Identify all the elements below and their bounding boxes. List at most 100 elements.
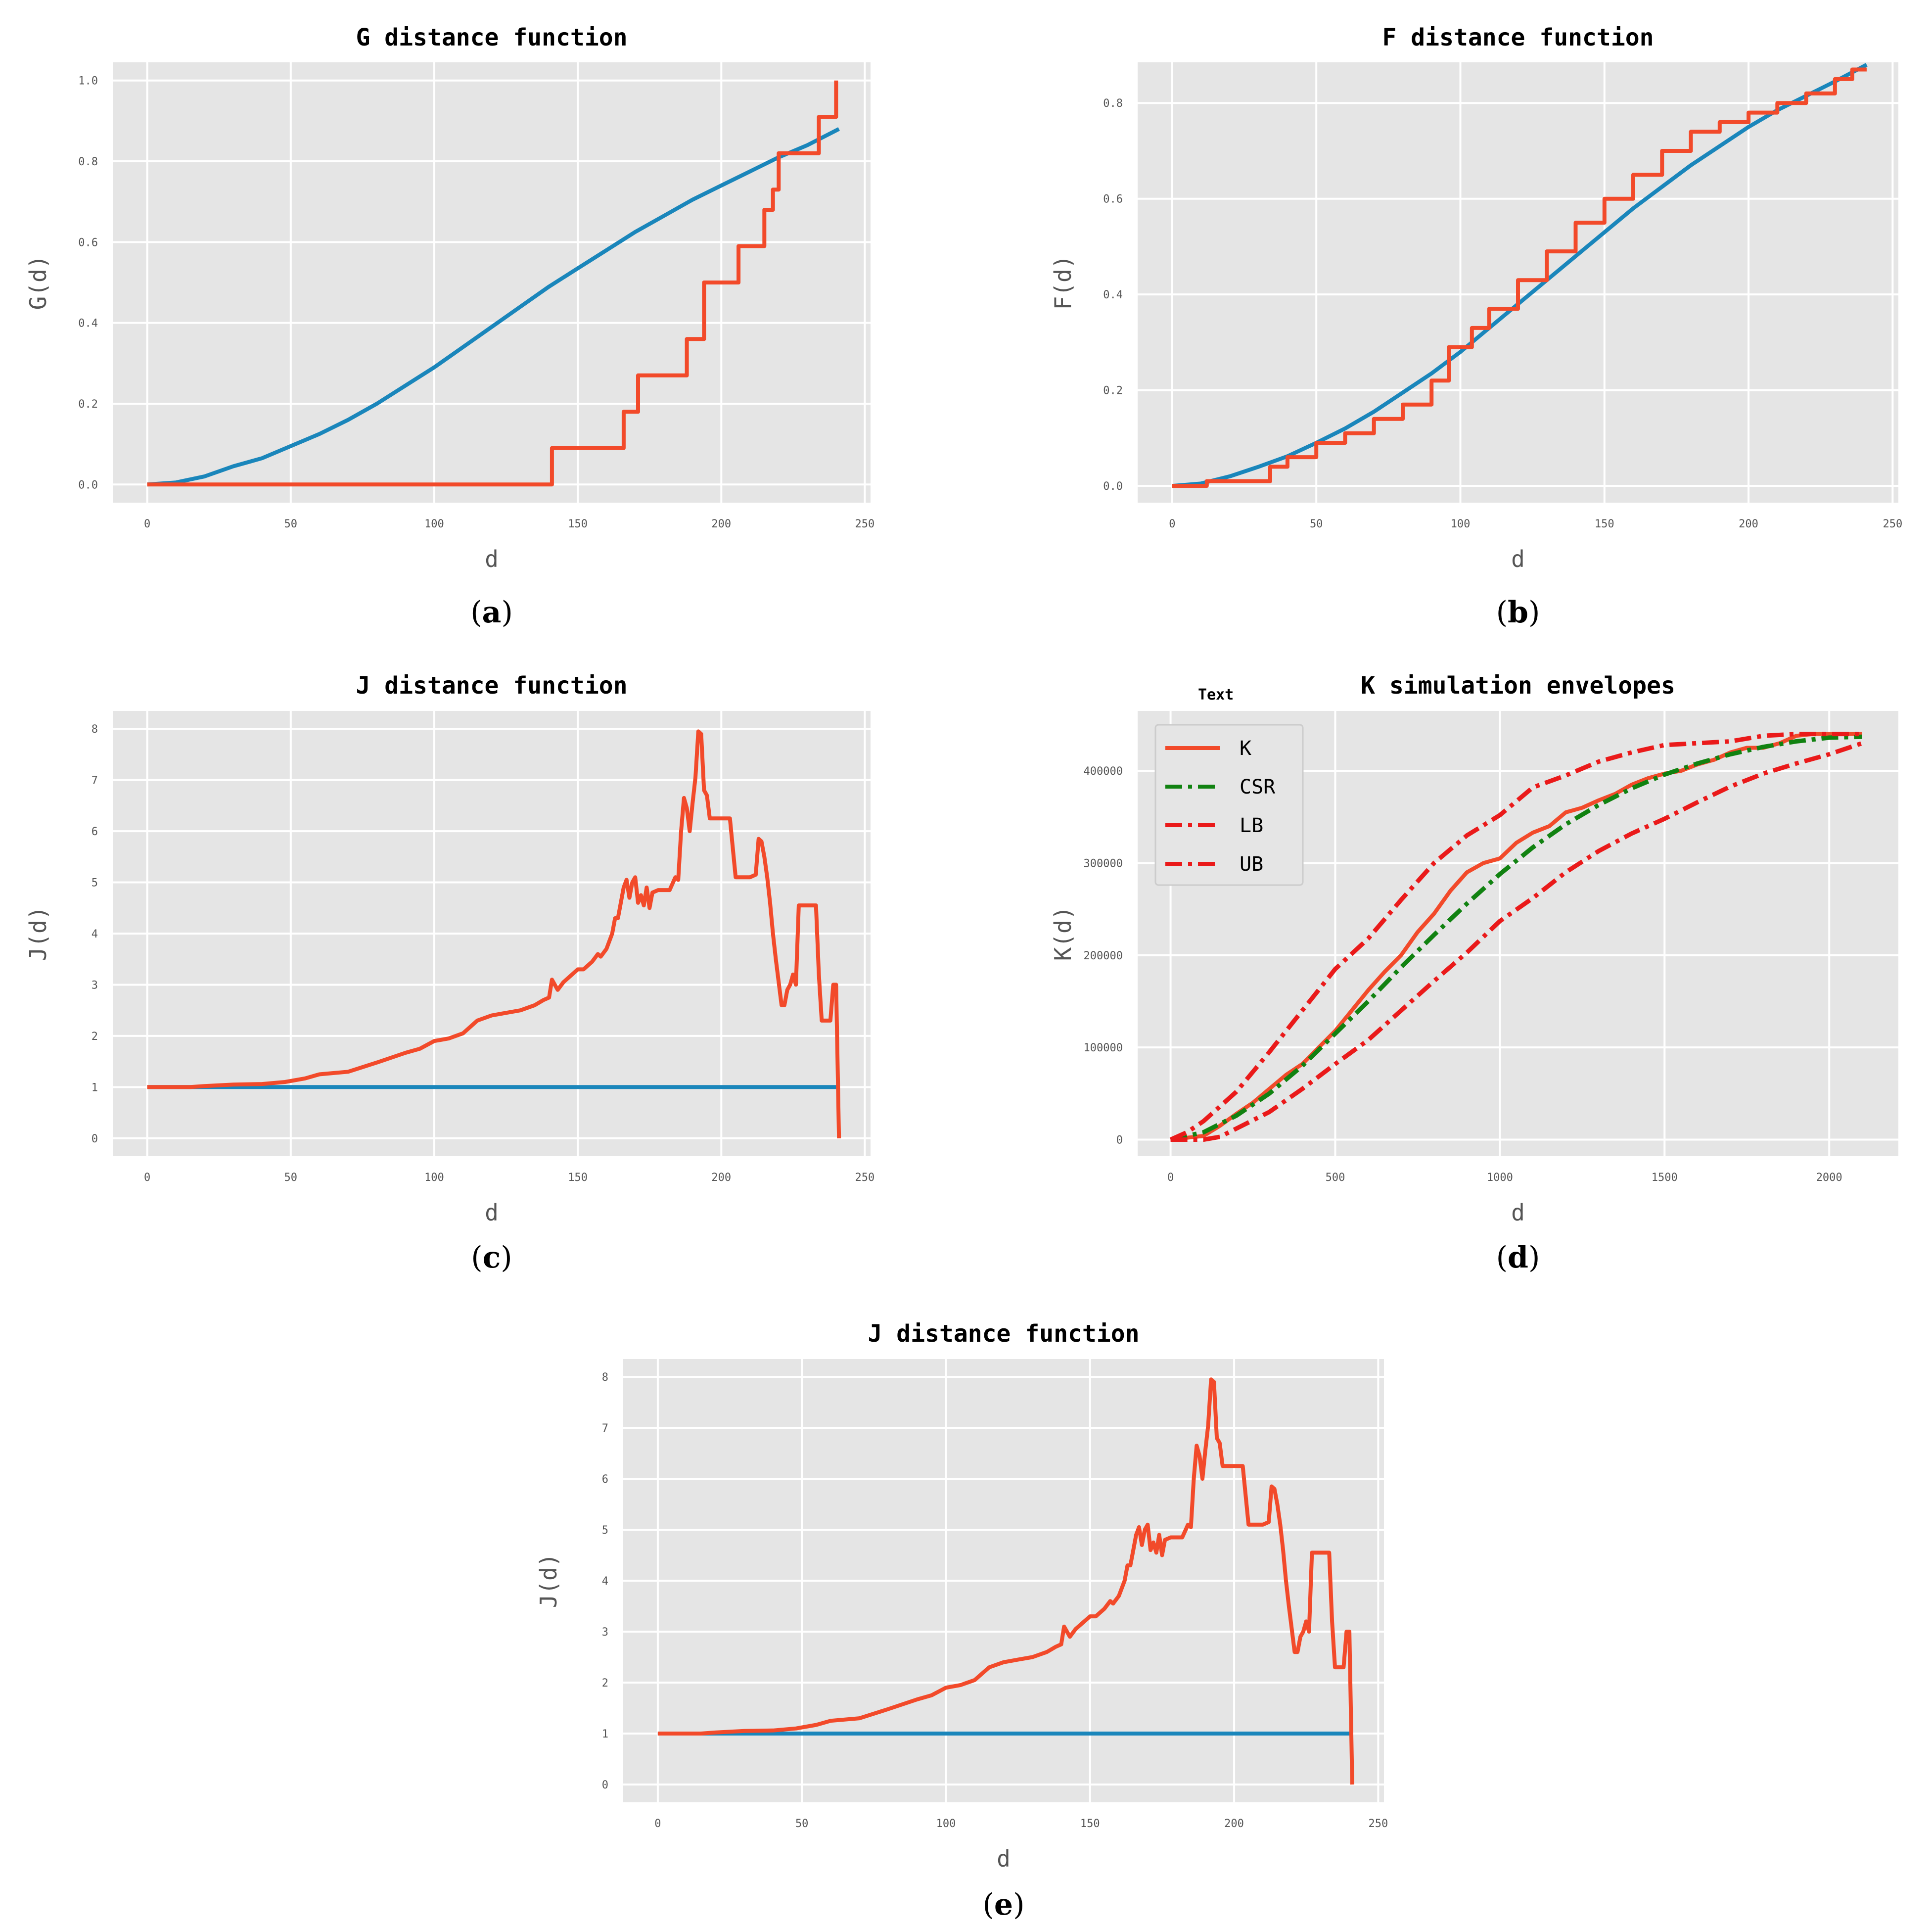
- y-tick-label: 2: [92, 1031, 98, 1043]
- caption-letter: c: [483, 1240, 501, 1275]
- y-tick-label: 0.0: [1103, 480, 1123, 493]
- chart-title: F distance function: [1382, 24, 1654, 51]
- x-axis-label: d: [1511, 1199, 1525, 1226]
- series-line-k: [1170, 732, 1862, 1142]
- y-tick-label: 0.4: [78, 318, 98, 330]
- chart-title: K simulation envelopes: [1361, 672, 1675, 700]
- x-tick-label: 0: [1167, 1172, 1174, 1184]
- x-tick-label: 200: [1739, 518, 1758, 530]
- panel-caption: (e): [982, 1887, 1024, 1922]
- y-tick-label: 3: [92, 979, 98, 991]
- y-tick-label: 0: [92, 1133, 98, 1145]
- y-tick-label: 200000: [1084, 950, 1123, 962]
- y-tick-label: 1: [92, 1081, 98, 1094]
- x-tick-label: 0: [144, 1172, 150, 1184]
- y-tick-label: 0: [1116, 1134, 1123, 1146]
- x-tick-label: 0: [654, 1818, 661, 1830]
- x-tick-label: 250: [1883, 518, 1902, 530]
- y-tick-label: 7: [92, 775, 98, 787]
- y-tick-label: 0.4: [1103, 289, 1123, 301]
- y-tick-label: 3: [602, 1626, 608, 1639]
- x-tick-label: 1000: [1487, 1172, 1513, 1184]
- y-tick-label: 100000: [1084, 1042, 1123, 1054]
- y-tick-label: 400000: [1084, 765, 1123, 778]
- x-tick-label: 50: [284, 518, 298, 530]
- legend-label-ub: UB: [1240, 853, 1263, 876]
- y-tick-label: 1: [602, 1728, 608, 1740]
- x-tick-label: 150: [568, 518, 588, 530]
- legend-box: [1154, 724, 1304, 886]
- y-tick-label: 300000: [1084, 857, 1123, 870]
- x-tick-label: 200: [711, 1172, 731, 1184]
- y-tick-label: 7: [602, 1422, 608, 1435]
- series-line-observed: [147, 729, 841, 1138]
- y-tick-label: 1.0: [78, 75, 98, 88]
- y-axis-label: G(d): [25, 255, 51, 310]
- chart-panel-c: J distance function 0 50 100 150 200 250 0 1 2 3 4 5…: [25, 672, 874, 1275]
- series-line-observed: [147, 80, 838, 487]
- y-axis-label: K(d): [1050, 906, 1076, 961]
- legend: K CSR LB UB: [1154, 724, 1304, 886]
- panel-caption: (a): [470, 595, 513, 630]
- y-tick-label: 0.2: [1103, 385, 1123, 397]
- x-tick-label: 0: [1169, 518, 1175, 530]
- chart-panel-a: G distance function 0 50 100 150 200 250 0.0 0.2…: [25, 24, 874, 630]
- x-axis-label: d: [485, 1199, 499, 1226]
- caption-letter: b: [1508, 595, 1528, 630]
- x-tick-label: 100: [424, 1172, 444, 1184]
- y-tick-label: 5: [92, 877, 98, 890]
- x-tick-label: 100: [1451, 518, 1471, 530]
- x-tick-label: 250: [1368, 1818, 1388, 1830]
- y-tick-label: 0.6: [1103, 193, 1123, 206]
- x-tick-label: 1500: [1652, 1172, 1678, 1184]
- x-tick-label: 250: [855, 1172, 875, 1184]
- x-tick-label: 100: [424, 518, 444, 530]
- note-text: Text: [1198, 686, 1234, 704]
- x-tick-label: 250: [855, 518, 875, 530]
- y-tick-label: 5: [602, 1524, 608, 1537]
- caption-letter: e: [994, 1887, 1013, 1922]
- y-tick-label: 0: [602, 1779, 608, 1791]
- y-tick-label: 8: [92, 723, 98, 736]
- y-tick-label: 0.2: [78, 398, 98, 411]
- chart-panel-d: K simulation envelopes 0 500 1000 1500 2000 0 1…: [1050, 672, 1898, 1275]
- y-tick-label: 0.8: [78, 156, 98, 168]
- series-line-observed: [657, 1377, 1354, 1785]
- x-axis-label: d: [485, 546, 499, 572]
- y-tick-label: 6: [92, 826, 98, 838]
- series-line-csr: [1170, 734, 1862, 1142]
- y-axis-label: J(d): [25, 906, 51, 961]
- caption-letter: d: [1508, 1240, 1528, 1275]
- x-tick-label: 50: [1310, 518, 1323, 530]
- x-tick-label: 0: [144, 518, 150, 530]
- legend-label-csr: CSR: [1240, 776, 1276, 799]
- x-tick-label: 200: [1224, 1818, 1244, 1830]
- y-tick-label: 0.6: [78, 236, 98, 249]
- chart-title: J distance function: [868, 1320, 1139, 1348]
- y-tick-label: 0.8: [1103, 97, 1123, 110]
- x-tick-label: 50: [795, 1818, 809, 1830]
- panel-caption: (d): [1496, 1240, 1540, 1275]
- series-line-observed: [1172, 67, 1867, 488]
- panel-caption: (c): [471, 1240, 512, 1275]
- y-axis-label: J(d): [535, 1553, 562, 1608]
- y-tick-label: 8: [602, 1371, 608, 1384]
- y-tick-label: 0.0: [78, 479, 98, 491]
- plot-area: [113, 62, 871, 503]
- y-tick-label: 2: [602, 1677, 608, 1690]
- x-tick-label: 150: [1080, 1818, 1100, 1830]
- chart-panel-b: F distance function 0 50 100 150 200 250 0.0 0.2…: [1050, 24, 1902, 630]
- x-axis-label: d: [997, 1845, 1011, 1872]
- legend-label-lb: LB: [1240, 814, 1263, 837]
- chart-title: G distance function: [356, 24, 627, 51]
- panel-caption: (b): [1496, 595, 1540, 630]
- y-tick-label: 4: [602, 1575, 608, 1588]
- y-axis-label: F(d): [1050, 255, 1076, 310]
- series-line-ub: [1169, 732, 1862, 1142]
- x-tick-label: 2000: [1816, 1172, 1842, 1184]
- x-axis-label: d: [1511, 546, 1525, 572]
- legend-label-k: K: [1240, 737, 1251, 760]
- x-tick-label: 100: [936, 1818, 956, 1830]
- x-tick-label: 50: [284, 1172, 298, 1184]
